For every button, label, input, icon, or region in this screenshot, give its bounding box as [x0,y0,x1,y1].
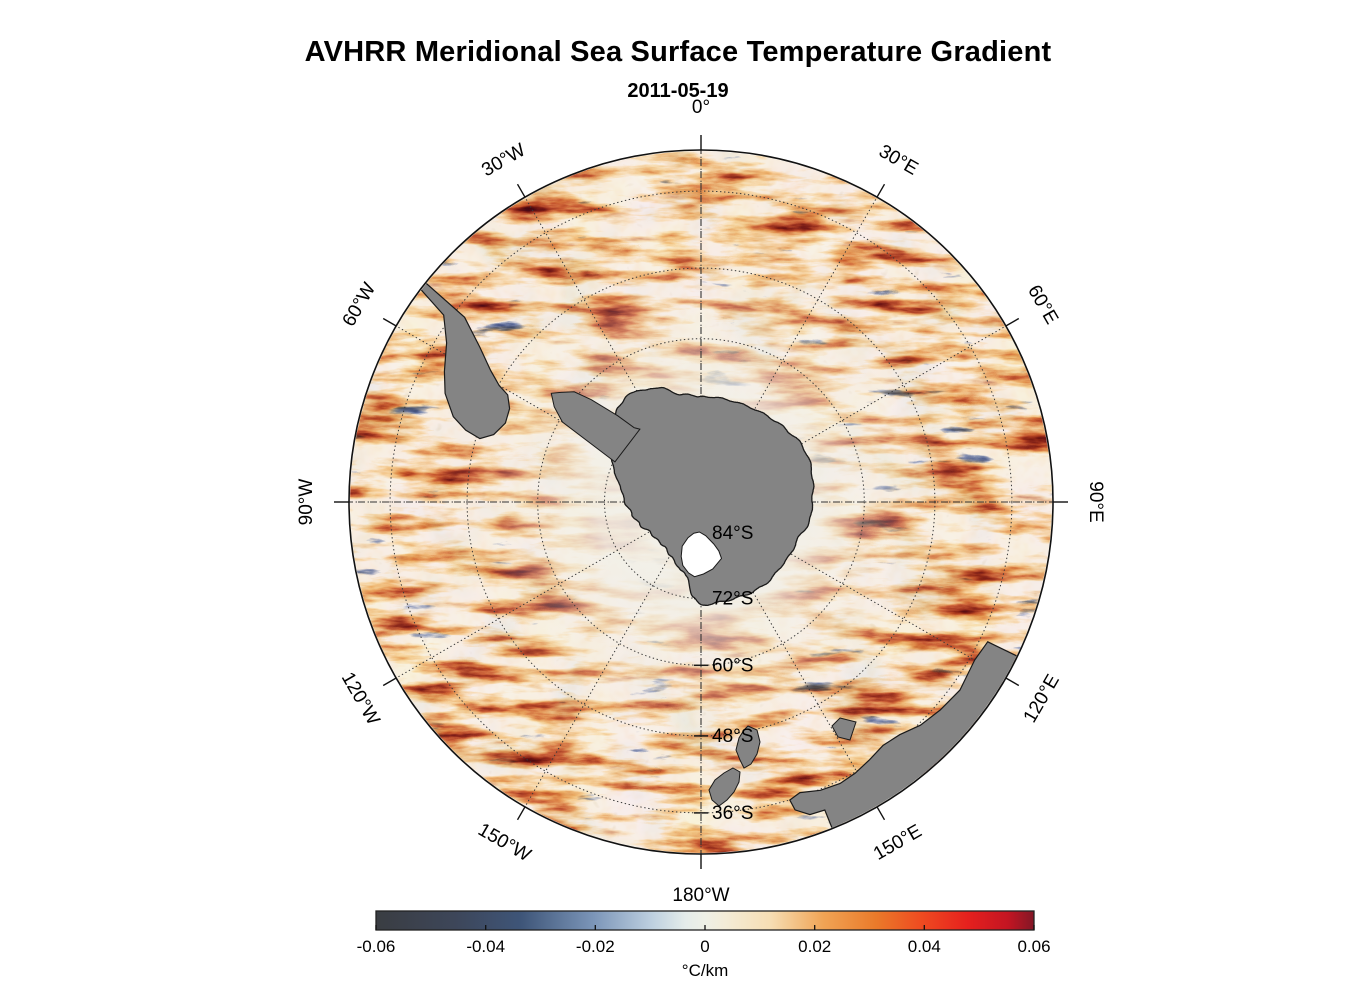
svg-text:150°E: 150°E [870,821,926,865]
svg-text:60°S: 60°S [712,655,753,676]
svg-text:-0.06: -0.06 [357,937,396,956]
svg-text:-0.04: -0.04 [466,937,505,956]
svg-text:120°E: 120°E [1020,671,1064,727]
svg-text:90°E: 90°E [1085,481,1106,522]
svg-text:48°S: 48°S [712,726,753,747]
svg-text:36°S: 36°S [712,803,753,824]
svg-text:0.02: 0.02 [798,937,831,956]
svg-text:°C/km: °C/km [682,961,728,980]
svg-text:180°W: 180°W [672,885,729,906]
svg-text:72°S: 72°S [712,589,753,610]
svg-text:30°W: 30°W [478,140,529,182]
svg-text:-0.02: -0.02 [576,937,615,956]
svg-text:120°W: 120°W [337,669,384,729]
svg-text:0.06: 0.06 [1017,937,1050,956]
svg-text:84°S: 84°S [712,523,753,544]
svg-text:30°E: 30°E [875,141,921,180]
svg-text:150°W: 150°W [474,819,534,866]
svg-text:0: 0 [700,937,709,956]
svg-text:60°E: 60°E [1023,282,1062,328]
svg-text:0°: 0° [692,97,710,118]
svg-text:60°W: 60°W [339,279,381,330]
svg-text:90°W: 90°W [296,479,317,526]
svg-text:0.04: 0.04 [908,937,941,956]
